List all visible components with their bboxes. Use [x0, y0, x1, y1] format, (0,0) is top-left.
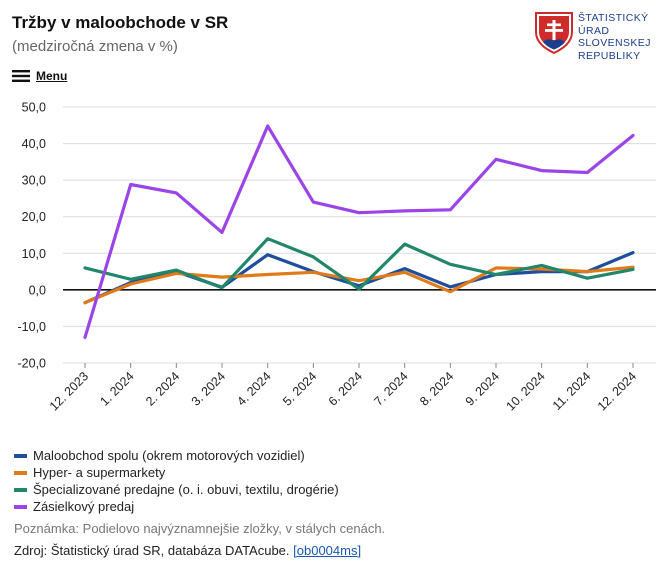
legend-item[interactable]: Maloobchod spolu (okrem motorových vozid…	[14, 447, 339, 464]
y-tick-label: 0,0	[29, 283, 46, 297]
chart-subtitle: (medziročná zmena v %)	[12, 38, 178, 55]
legend-label: Maloobchod spolu (okrem motorových vozid…	[33, 448, 305, 463]
series-line-4[interactable]	[83, 124, 635, 339]
x-axis-ticks: 12. 2023 1. 2024 2. 2024 3. 2024 4. 2024 5. 2…	[47, 363, 639, 414]
x-tick-label: 7. 2024	[371, 369, 410, 408]
x-tick-label: 12. 2024	[595, 369, 639, 413]
x-tick-label: 10. 2024	[503, 369, 547, 413]
y-tick-label: 40,0	[22, 137, 46, 151]
line-chart: 50,0 40,0 30,0 20,0 10,0 0,0 -10,0 -20,0 12. 20…	[18, 101, 656, 414]
legend-label: Špecializované predajne (o. i. obuvi, te…	[33, 482, 339, 497]
legend-item[interactable]: Zásielkový predaj	[14, 498, 339, 515]
y-tick-label: 50,0	[22, 101, 46, 115]
legend-label: Hyper- a supermarkety	[33, 465, 166, 480]
legend-swatch	[14, 453, 27, 458]
logo-text: ŠTATISTICKÝ ÚRAD SLOVENSKEJ REPUBLIKY	[578, 12, 651, 62]
legend-swatch	[14, 487, 27, 492]
chart-legend: Maloobchod spolu (okrem motorových vozid…	[14, 447, 339, 515]
legend-swatch	[14, 504, 27, 509]
x-tick-label: 2. 2024	[143, 369, 182, 408]
logo-line: SLOVENSKEJ	[578, 37, 651, 49]
legend-item[interactable]: Hyper- a supermarkety	[14, 464, 339, 481]
legend-label: Zásielkový predaj	[33, 499, 135, 514]
x-tick-label: 12. 2023	[47, 369, 91, 413]
logo-line: ÚRAD	[578, 24, 610, 37]
source-link[interactable]: [ob0004ms]	[293, 543, 362, 558]
legend-swatch	[14, 470, 27, 475]
menu-label: Menu	[36, 69, 68, 83]
y-tick-label: 20,0	[22, 210, 46, 224]
y-tick-label: -10,0	[18, 320, 47, 334]
series-line-3[interactable]	[83, 237, 635, 291]
x-tick-label: 8. 2024	[417, 369, 456, 408]
x-tick-label: 11. 2024	[550, 369, 594, 413]
y-tick-label: 10,0	[22, 247, 46, 261]
logo-line: ŠTATISTICKÝ	[578, 12, 649, 24]
grid-lines	[63, 106, 656, 364]
chart-note: Poznámka: Podielovo najvýznamnejšie zlož…	[14, 521, 386, 536]
logo-line: REPUBLIKY	[578, 49, 641, 62]
source-text: Zdroj: Štatistický úrad SR, databáza DAT…	[14, 543, 294, 558]
x-tick-label: 9. 2024	[463, 369, 502, 408]
hamburger-icon	[12, 70, 30, 82]
x-tick-label: 5. 2024	[280, 369, 319, 408]
x-tick-label: 1. 2024	[97, 369, 136, 408]
x-tick-label: 3. 2024	[189, 369, 228, 408]
legend-item[interactable]: Špecializované predajne (o. i. obuvi, te…	[14, 481, 339, 498]
coat-of-arms-icon	[535, 12, 573, 55]
y-tick-label: 30,0	[22, 174, 46, 188]
menu-button[interactable]: Menu	[12, 69, 67, 83]
x-tick-label: 6. 2024	[326, 369, 365, 408]
series-line-1[interactable]	[83, 251, 635, 305]
chart-title: Tržby v maloobchode v SR	[12, 13, 229, 32]
chart-source: Zdroj: Štatistický úrad SR, databáza DAT…	[14, 543, 361, 558]
statistical-office-logo[interactable]: ŠTATISTICKÝ ÚRAD SLOVENSKEJ REPUBLIKY	[534, 12, 664, 68]
x-tick-label: 4. 2024	[234, 369, 273, 408]
y-tick-label: -20,0	[18, 357, 47, 371]
series-lines	[83, 124, 635, 339]
y-axis-ticks: 50,0 40,0 30,0 20,0 10,0 0,0 -10,0 -20,0	[18, 101, 47, 371]
series-line-2[interactable]	[83, 265, 635, 305]
